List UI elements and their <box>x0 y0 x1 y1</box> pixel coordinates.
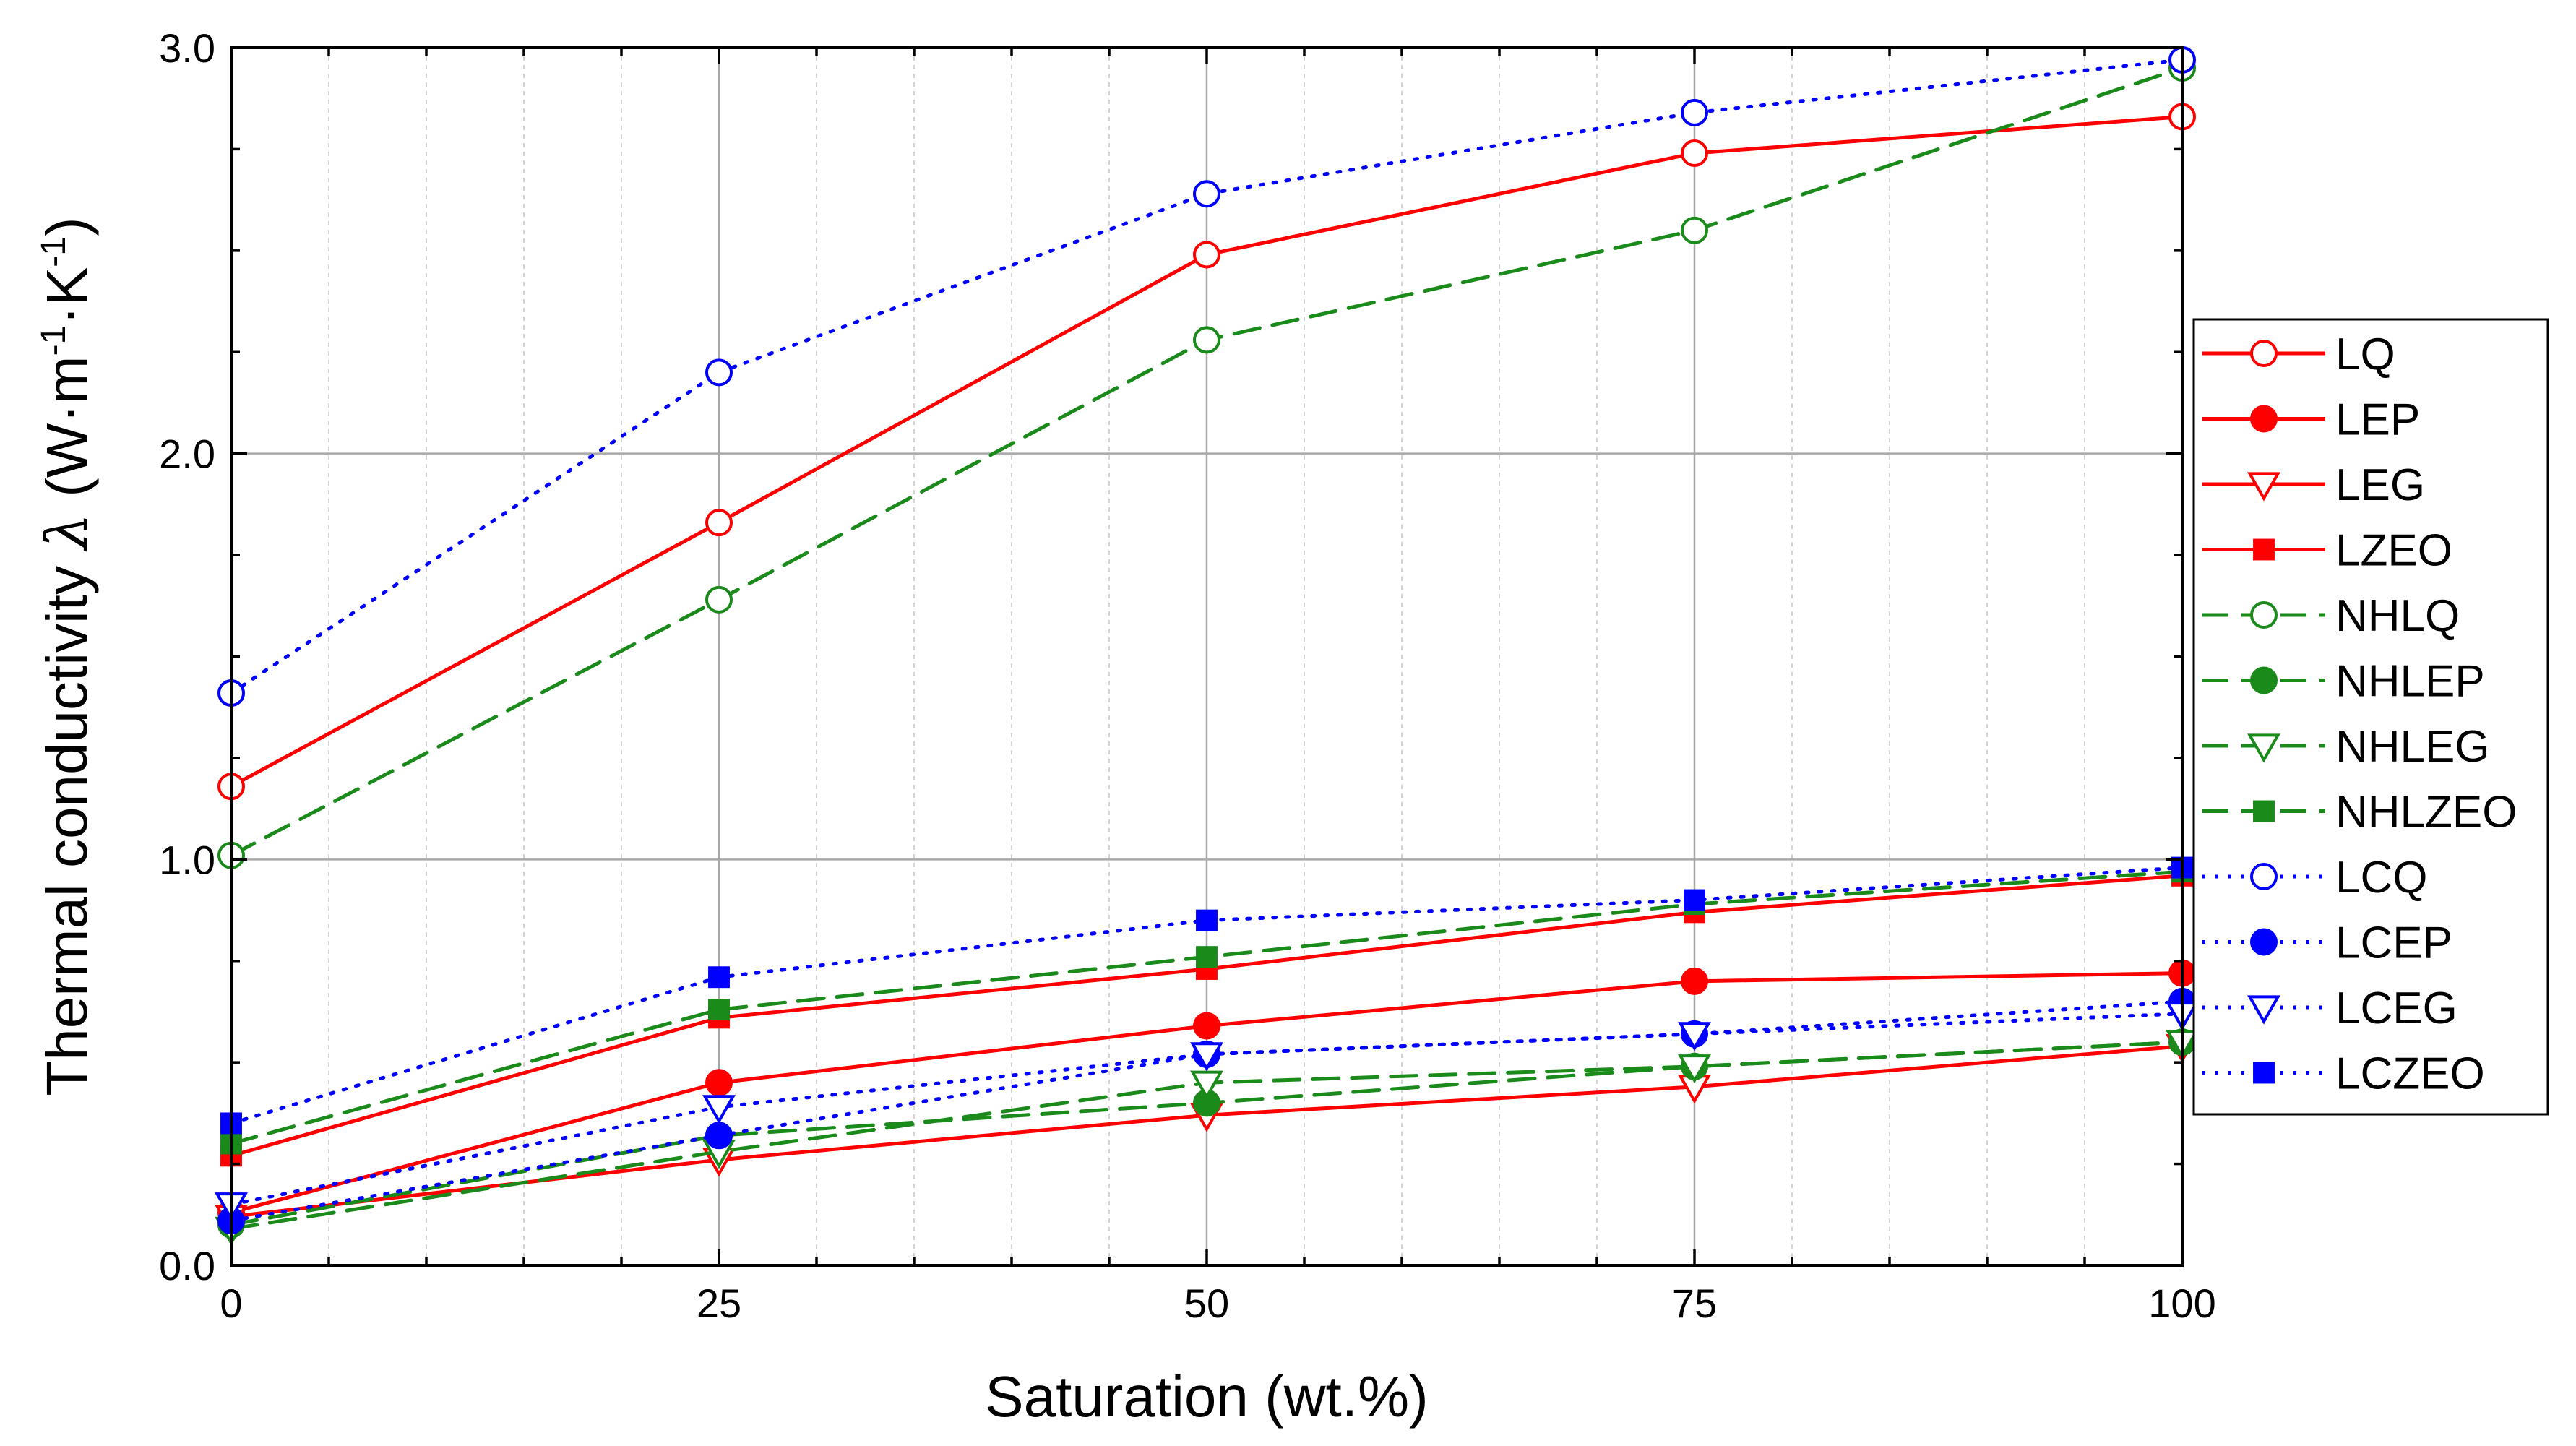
legend-marker-nhlq <box>2250 601 2278 629</box>
legend-label-nhlq: NHLQ <box>2335 591 2460 641</box>
point-nhlzeo-25 <box>708 999 730 1021</box>
legend: LQ LEP LEG LZEO NHLQ NHLEP NHLEG NHLZEO LCQ LCEP L… <box>2192 318 2549 1116</box>
point-lep-25 <box>705 1069 733 1097</box>
legend-label-lep: LEP <box>2335 395 2420 445</box>
legend-marker-nhlep <box>2250 666 2278 694</box>
point-lq-25 <box>705 509 733 537</box>
point-nhlq-25 <box>705 585 733 614</box>
legend-label-lceg: LCEG <box>2335 984 2457 1033</box>
legend-item-lcq: LCQ <box>2202 853 2427 903</box>
y-tick-label: 1.0 <box>159 837 215 882</box>
axis-ticks <box>230 46 2184 1267</box>
legend-label-lq: LQ <box>2335 330 2395 379</box>
legend-item-lcep: LCEP <box>2202 918 2452 968</box>
point-nhleg-75 <box>1678 1054 1711 1084</box>
legend-marker-lceg <box>2247 995 2280 1025</box>
legend-item-lzeo: LZEO <box>2202 526 2452 576</box>
legend-label-lcq: LCQ <box>2335 853 2427 903</box>
y-axis-title-unit-mid: ·K <box>35 267 99 325</box>
series-line-lcq <box>229 58 2184 695</box>
point-lq-75 <box>1681 139 1708 168</box>
legend-box <box>2192 318 2549 1116</box>
legend-item-nhlep: NHLEP <box>2202 657 2485 707</box>
legend-marker-nhlzeo <box>2253 800 2275 822</box>
legend-marker-leg <box>2247 472 2280 502</box>
y-tick-label: 3.0 <box>159 25 215 71</box>
point-nhleg-50 <box>1190 1070 1223 1100</box>
y-axis-title-symbol: λ <box>33 513 100 552</box>
legend-item-nhlzeo: NHLZEO <box>2202 788 2517 838</box>
y-axis-title-unit-close: ) <box>35 217 99 236</box>
legend-label-nhlzeo: NHLZEO <box>2335 788 2517 838</box>
x-tick-label: 100 <box>2148 1281 2215 1326</box>
y-axis-title: Thermal conductivity λ (W·m-1·K-1) <box>33 217 100 1096</box>
point-nhlzeo-50 <box>1196 946 1218 968</box>
legend-item-lq: LQ <box>2202 330 2395 379</box>
point-lczeo-50 <box>1196 909 1218 931</box>
x-tick-label: 0 <box>220 1281 242 1326</box>
legend-marker-lcq <box>2250 863 2278 890</box>
legend-label-nhlep: NHLEP <box>2335 657 2485 707</box>
legend-item-lep: LEP <box>2202 395 2420 445</box>
legend-label-lcep: LCEP <box>2335 918 2452 968</box>
point-lq-50 <box>1193 241 1220 269</box>
point-nhlq-50 <box>1193 326 1220 354</box>
point-nhlq-75 <box>1681 216 1708 244</box>
legend-label-leg: LEG <box>2335 460 2425 510</box>
point-lcq-25 <box>705 358 733 387</box>
y-axis-title-main: Thermal conductivity <box>35 550 99 1096</box>
point-lep-75 <box>1681 967 1708 995</box>
x-tick-label: 50 <box>1184 1281 1229 1326</box>
legend-label-lzeo: LZEO <box>2335 526 2452 576</box>
legend-label-nhleg: NHLEG <box>2335 722 2490 772</box>
point-lceg-50 <box>1190 1042 1223 1072</box>
point-lep-50 <box>1193 1012 1220 1040</box>
legend-marker-nhleg <box>2247 733 2280 763</box>
y-axis-title-exp1: -1 <box>35 325 73 356</box>
x-axis-title: Saturation (wt.%) <box>985 1364 1429 1429</box>
legend-item-nhlq: NHLQ <box>2202 591 2460 641</box>
point-lcq-50 <box>1193 180 1220 208</box>
y-tick-labels: 0.0 1.0 2.0 3.0 <box>159 25 215 1288</box>
legend-item-lceg: LCEG <box>2202 984 2457 1033</box>
y-tick-label: 0.0 <box>159 1243 215 1288</box>
series-lceg <box>215 1002 2199 1222</box>
legend-items: LQ LEP LEG LZEO NHLQ NHLEP NHLEG NHLZEO LCQ LCEP L… <box>2202 330 2517 1099</box>
legend-marker-lczeo <box>2253 1062 2275 1084</box>
legend-item-nhleg: NHLEG <box>2202 722 2490 772</box>
y-axis-title-unit-open: (W·m <box>35 356 99 513</box>
legend-item-lczeo: LCZEO <box>2202 1049 2485 1099</box>
x-tick-labels: 0 25 50 75 100 <box>220 1281 2215 1326</box>
plot-series <box>215 46 2199 1247</box>
legend-item-leg: LEG <box>2202 460 2425 510</box>
point-lceg-75 <box>1678 1022 1711 1051</box>
point-lczeo-25 <box>708 966 730 989</box>
legend-marker-lzeo <box>2253 538 2275 561</box>
y-tick-label: 2.0 <box>159 431 215 477</box>
legend-marker-lcep <box>2250 928 2278 956</box>
point-lczeo-75 <box>1684 889 1705 911</box>
x-tick-label: 75 <box>1672 1281 1717 1326</box>
point-lcep-25 <box>705 1122 733 1150</box>
y-axis-title-exp2: -1 <box>35 236 73 267</box>
point-lcq-75 <box>1681 98 1708 126</box>
legend-marker-lep <box>2250 405 2278 433</box>
x-tick-label: 25 <box>697 1281 741 1326</box>
point-lceg-25 <box>702 1095 736 1124</box>
legend-marker-lq <box>2250 340 2278 367</box>
legend-label-lczeo: LCZEO <box>2335 1049 2485 1099</box>
